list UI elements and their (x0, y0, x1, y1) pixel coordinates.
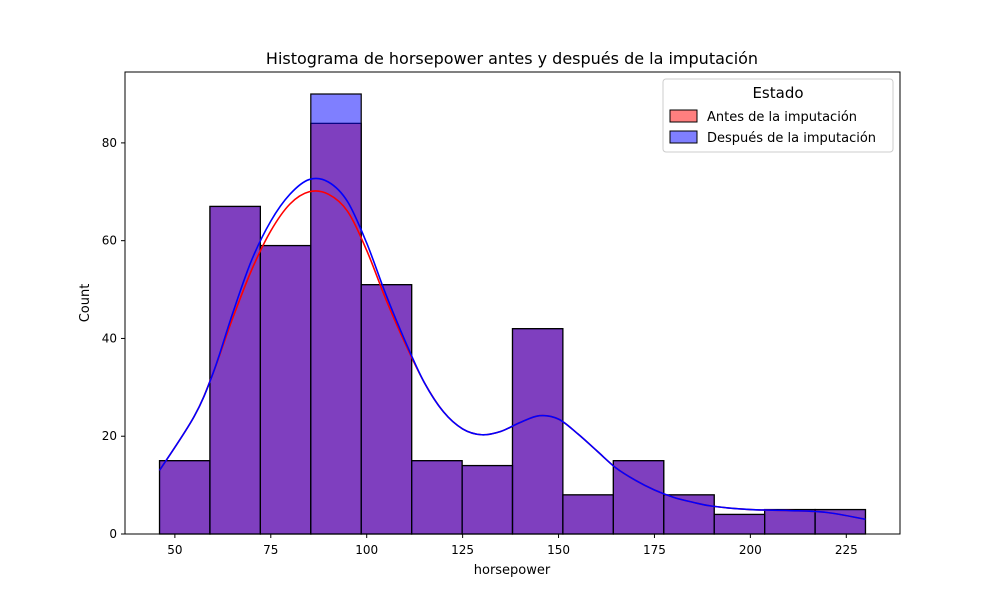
legend-swatch-antes (669, 109, 698, 123)
x-tick-label: 125 (451, 543, 474, 557)
x-tick-label: 175 (643, 543, 666, 557)
bar-series1-bin5 (411, 460, 463, 535)
bar-series1-bin3 (310, 93, 362, 535)
bar-series1-bin12 (764, 508, 816, 535)
bar-series1-bin13 (814, 508, 867, 535)
y-tick-label: 80 (102, 136, 117, 150)
legend-box (662, 78, 894, 153)
bar-series1-bin11 (713, 513, 766, 535)
legend: Estado Antes de la imputación Después de… (662, 78, 894, 153)
kde-line-series1 (158, 177, 866, 521)
x-tick-label: 150 (547, 543, 570, 557)
y-axis-ticks: 0 20 40 60 80 (102, 136, 125, 541)
bars-layer (158, 93, 867, 535)
y-tick-label: 0 (109, 527, 117, 541)
plot-frame (124, 71, 901, 535)
chart-title: Histograma de horsepower antes y después… (266, 49, 758, 68)
y-tick-label: 40 (102, 331, 117, 345)
x-axis-label: horsepower (474, 563, 551, 578)
bar-series1-bin7 (511, 328, 564, 535)
legend-label-antes: Antes de la imputación (707, 110, 857, 125)
x-tick-label: 225 (835, 543, 858, 557)
bar-series1-bin4 (360, 284, 413, 535)
bar-series1-bin8 (562, 494, 614, 535)
x-tick-label: 50 (167, 543, 182, 557)
x-tick-label: 200 (739, 543, 762, 557)
kde-layer (158, 177, 866, 521)
legend-title: Estado (752, 84, 803, 102)
y-tick-label: 60 (102, 234, 117, 248)
legend-swatch-despues (669, 130, 698, 144)
bar-series1-bin6 (461, 464, 514, 535)
y-tick-label: 20 (102, 429, 117, 443)
legend-label-despues: Después de la imputación (707, 131, 876, 146)
x-axis-ticks: 50 75 100 125 150 175 200 225 (167, 534, 858, 557)
x-tick-label: 75 (263, 543, 278, 557)
bar-series1-bin0 (158, 460, 211, 535)
bar-series1-bin2 (259, 244, 312, 535)
y-axis-label: Count (78, 284, 93, 323)
x-tick-label: 100 (355, 543, 378, 557)
